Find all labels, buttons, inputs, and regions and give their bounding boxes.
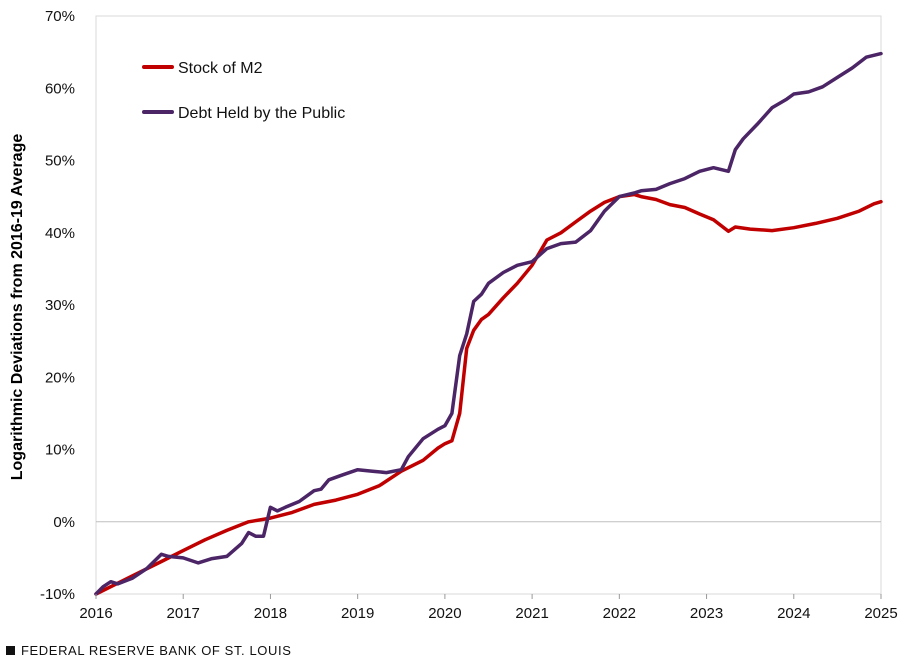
x-tick-label: 2017 xyxy=(167,605,200,622)
x-tick-label: 2019 xyxy=(341,605,374,622)
series-line-m2 xyxy=(94,192,883,596)
legend: Stock of M2 Debt Held by the Public xyxy=(142,60,345,122)
legend-label: Debt Held by the Public xyxy=(178,105,345,122)
x-tick-label: 2022 xyxy=(603,605,636,622)
x-tick-label: 2025 xyxy=(864,605,897,622)
y-tick-label: 70% xyxy=(45,8,75,25)
tick-labels: -10% 0% 10% 20% 30% 40% 50% 60% 70% 2016 2017 2018 2… xyxy=(40,8,898,622)
legend-label: Stock of M2 xyxy=(178,60,263,77)
series-line-debt xyxy=(94,51,883,596)
y-tick-label: 60% xyxy=(45,80,75,97)
x-tick-label: 2020 xyxy=(428,605,461,622)
footer-credit: FEDERAL RESERVE BANK OF ST. LOUIS xyxy=(6,643,291,658)
x-tick-label: 2021 xyxy=(515,605,548,622)
x-tick-label: 2023 xyxy=(690,605,723,622)
y-tick-label: 30% xyxy=(45,297,75,314)
x-tick-label: 2024 xyxy=(777,605,810,622)
x-tick-label: 2016 xyxy=(79,605,112,622)
y-tick-label: 0% xyxy=(53,514,75,531)
line-chart: -10% 0% 10% 20% 30% 40% 50% 60% 70% 2016 2017 2018 2… xyxy=(9,8,898,622)
y-tick-label: 10% xyxy=(45,442,75,459)
y-tick-label: 20% xyxy=(45,369,75,386)
y-tick-label: 40% xyxy=(45,225,75,242)
y-tick-label: 50% xyxy=(45,153,75,170)
y-tick-label: -10% xyxy=(40,586,75,603)
series-layer xyxy=(94,51,883,596)
square-icon xyxy=(6,646,15,655)
x-tick-label: 2018 xyxy=(254,605,287,622)
footer-source: FEDERAL RESERVE BANK OF ST. LOUIS xyxy=(21,643,292,658)
y-axis-title: Logarithmic Deviations from 2016-19 Aver… xyxy=(9,134,26,481)
plot-area xyxy=(95,15,882,595)
plot-border xyxy=(95,15,882,595)
